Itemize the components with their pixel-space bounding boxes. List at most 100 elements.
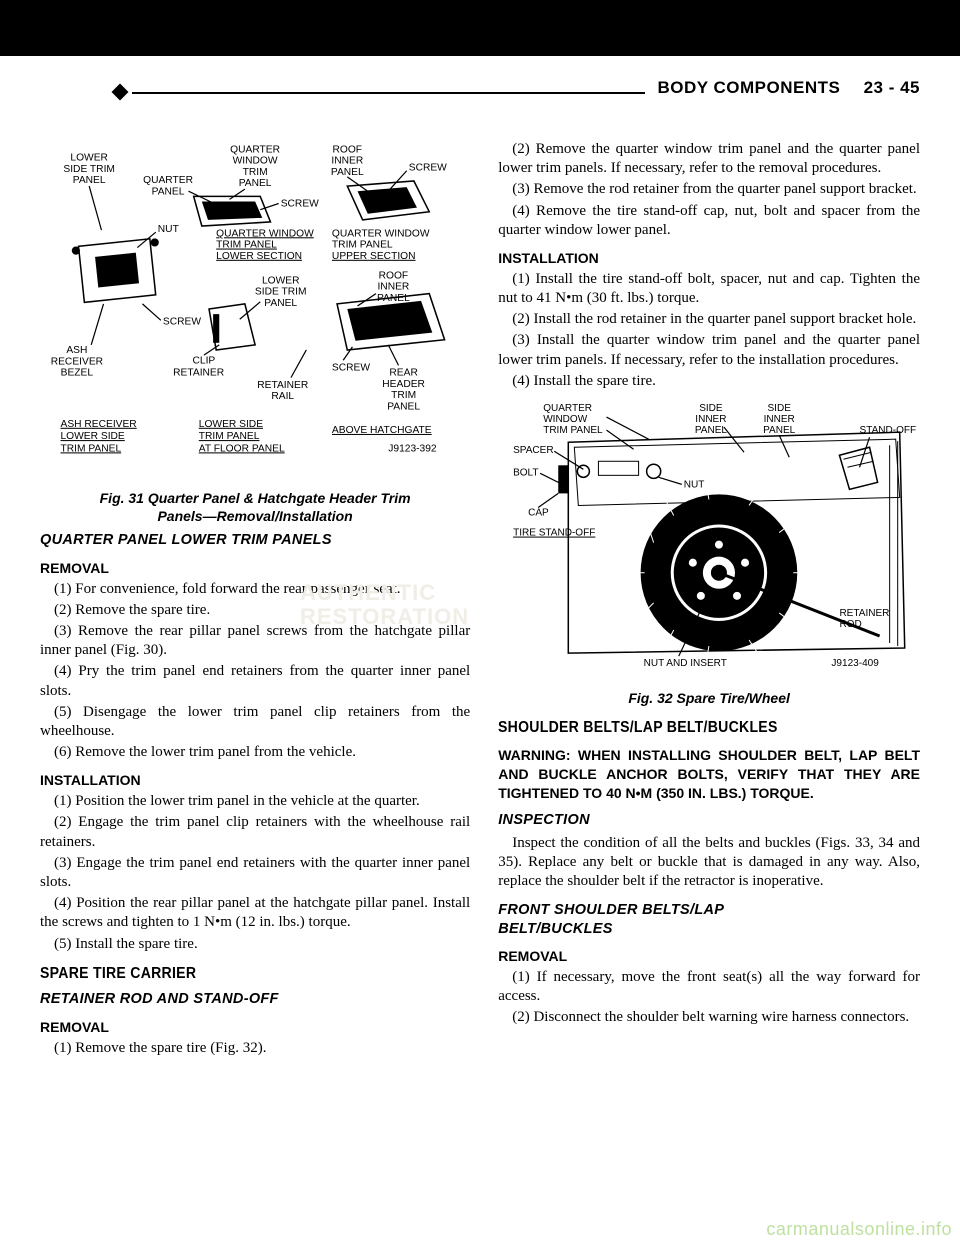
svg-text:ROOF: ROOF: [333, 144, 363, 155]
removal2-step-1: (1) Remove the spare tire (Fig. 32).: [40, 1039, 470, 1058]
svg-text:RETAINER: RETAINER: [840, 608, 890, 619]
svg-text:QUARTER WINDOW: QUARTER WINDOW: [216, 228, 314, 239]
fig32-caption: Fig. 32 Spare Tire/Wheel: [498, 690, 920, 708]
removal-step-6: (6) Remove the lower trim panel from the…: [40, 743, 470, 762]
svg-text:TRIM PANEL: TRIM PANEL: [199, 431, 260, 442]
svg-text:TRIM: TRIM: [391, 390, 416, 401]
svg-text:QUARTER: QUARTER: [230, 144, 280, 155]
svg-text:SIDE TRIM: SIDE TRIM: [63, 164, 115, 175]
right-r1: (1) If necessary, move the front seat(s)…: [498, 968, 920, 1006]
svg-text:PANEL: PANEL: [387, 401, 420, 412]
section-front-belts-1: FRONT SHOULDER BELTS/LAP: [498, 901, 920, 920]
svg-text:TIRE STAND-OFF: TIRE STAND-OFF: [513, 528, 595, 539]
svg-text:INNER: INNER: [331, 156, 363, 167]
svg-text:AT FLOOR PANEL: AT FLOOR PANEL: [199, 443, 285, 454]
svg-text:INNER: INNER: [764, 414, 795, 425]
right-removal-heading: REMOVAL: [498, 948, 920, 966]
svg-text:QUARTER WINDOW: QUARTER WINDOW: [332, 228, 430, 239]
right-i3: (3) Install the quarter window trim pane…: [498, 331, 920, 369]
page-number: 23 - 45: [864, 78, 920, 97]
svg-text:WINDOW: WINDOW: [543, 414, 588, 425]
svg-text:PANEL: PANEL: [239, 178, 272, 189]
svg-text:STAND-OFF: STAND-OFF: [860, 425, 917, 436]
svg-text:WINDOW: WINDOW: [233, 156, 278, 167]
svg-text:RAIL: RAIL: [271, 391, 294, 402]
svg-text:QUARTER: QUARTER: [543, 403, 592, 414]
svg-text:LOWER SIDE: LOWER SIDE: [60, 431, 124, 442]
right-install-heading: INSTALLATION: [498, 250, 920, 268]
svg-text:ABOVE HATCHGATE: ABOVE HATCHGATE: [332, 425, 432, 436]
section-retainer-rod: RETAINER ROD AND STAND-OFF: [40, 990, 470, 1009]
page-header: BODY COMPONENTS 23 - 45: [40, 84, 920, 106]
svg-text:NUT AND INSERT: NUT AND INSERT: [644, 658, 727, 669]
removal-step-1: (1) For convenience, fold forward the re…: [40, 580, 470, 599]
header-diamond-icon: [112, 84, 129, 101]
svg-text:NUT: NUT: [684, 479, 705, 490]
svg-text:TRIM: TRIM: [243, 167, 268, 178]
removal-step-4: (4) Pry the trim panel end retainers fro…: [40, 662, 470, 700]
svg-text:SCREW: SCREW: [281, 199, 319, 210]
svg-text:QUARTER: QUARTER: [143, 175, 193, 186]
svg-text:LOWER SIDE: LOWER SIDE: [199, 419, 263, 430]
inspection-text: Inspect the condition of all the belts a…: [498, 834, 920, 892]
svg-text:BEZEL: BEZEL: [61, 368, 94, 379]
watermark: carmanualsonline.info: [766, 1219, 952, 1240]
right-i1: (1) Install the tire stand-off bolt, spa…: [498, 270, 920, 308]
svg-text:PANEL: PANEL: [264, 298, 297, 309]
section-quarter-panel-lower: QUARTER PANEL LOWER TRIM PANELS: [40, 531, 470, 550]
svg-text:LOWER SECTION: LOWER SECTION: [216, 251, 302, 262]
install-step-1: (1) Position the lower trim panel in the…: [40, 792, 470, 811]
svg-text:PANEL: PANEL: [763, 425, 796, 436]
section-shoulder-belts: SHOULDER BELTS/LAP BELT/BUCKLES: [498, 718, 869, 738]
header-title: BODY COMPONENTS 23 - 45: [645, 78, 920, 98]
svg-text:J9123-392: J9123-392: [388, 443, 437, 454]
svg-text:CAP: CAP: [528, 507, 549, 518]
svg-text:PANEL: PANEL: [152, 186, 185, 197]
svg-text:ASH RECEIVER: ASH RECEIVER: [60, 419, 136, 430]
removal-step-3: (3) Remove the rear pillar panel screws …: [40, 622, 470, 660]
svg-text:INNER: INNER: [696, 414, 727, 425]
install-step-2: (2) Engage the trim panel clip retainers…: [40, 813, 470, 851]
svg-text:TRIM PANEL: TRIM PANEL: [332, 240, 393, 251]
right-i4: (4) Install the spare tire.: [498, 372, 920, 391]
section-inspection: INSPECTION: [498, 811, 920, 830]
right-i2: (2) Install the rod retainer in the quar…: [498, 310, 920, 329]
svg-text:PANEL: PANEL: [331, 167, 364, 178]
warning-text: WARNING: WHEN INSTALLING SHOULDER BELT, …: [498, 746, 920, 803]
svg-text:HEADER: HEADER: [382, 379, 425, 390]
install-step-4: (4) Position the rear pillar panel at th…: [40, 894, 470, 932]
svg-text:PANEL: PANEL: [73, 175, 106, 186]
svg-text:TRIM PANEL: TRIM PANEL: [543, 425, 603, 436]
right-p2: (3) Remove the rod retainer from the qua…: [498, 180, 920, 199]
install-step-5: (5) Install the spare tire.: [40, 935, 470, 954]
svg-text:PANEL: PANEL: [695, 425, 728, 436]
svg-text:SCREW: SCREW: [409, 163, 447, 174]
svg-text:SIDE TRIM: SIDE TRIM: [255, 287, 307, 298]
right-p3: (4) Remove the tire stand-off cap, nut, …: [498, 202, 920, 240]
install-step-3: (3) Engage the trim panel end retainers …: [40, 854, 470, 892]
removal-heading: REMOVAL: [40, 560, 470, 578]
figure-31: LOWER SIDE TRIM PANEL QUARTER PANEL QUAR…: [40, 140, 470, 478]
svg-text:BOLT: BOLT: [513, 467, 538, 478]
svg-text:TRIM PANEL: TRIM PANEL: [216, 240, 277, 251]
removal-step-2: (2) Remove the spare tire.: [40, 601, 470, 620]
fig31-caption: Fig. 31 Quarter Panel & Hatchgate Header…: [40, 490, 470, 525]
right-r2: (2) Disconnect the shoulder belt warning…: [498, 1008, 920, 1027]
fig31-caption-line2: Panels—Removal/Installation: [157, 508, 352, 524]
removal-step-5: (5) Disengage the lower trim panel clip …: [40, 703, 470, 741]
installation-heading: INSTALLATION: [40, 772, 470, 790]
svg-text:J9123-409: J9123-409: [832, 658, 880, 669]
svg-text:REAR: REAR: [389, 368, 417, 379]
svg-text:RETAINER: RETAINER: [173, 368, 224, 379]
svg-text:INNER: INNER: [377, 282, 409, 293]
svg-text:RECEIVER: RECEIVER: [51, 356, 103, 367]
svg-text:RETAINER: RETAINER: [257, 380, 308, 391]
svg-text:ROOF: ROOF: [379, 270, 409, 281]
section-spare-tire-carrier: SPARE TIRE CARRIER: [40, 964, 419, 984]
svg-text:SPACER: SPACER: [513, 445, 554, 456]
right-p1: (2) Remove the quarter window trim panel…: [498, 140, 920, 178]
figure-32: QUARTER WINDOW TRIM PANEL SIDE INNER PAN…: [498, 397, 920, 678]
svg-text:NUT: NUT: [158, 224, 180, 235]
svg-text:TRIM PANEL: TRIM PANEL: [60, 443, 121, 454]
removal-heading-2: REMOVAL: [40, 1019, 470, 1037]
